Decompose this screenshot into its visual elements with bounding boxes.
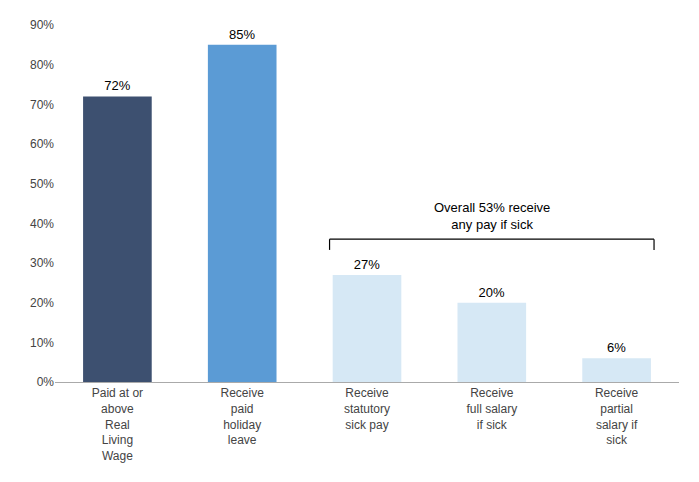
svg-text:90%: 90%: [30, 18, 54, 32]
svg-text:Receivefull salaryif sick: Receivefull salaryif sick: [466, 386, 517, 431]
svg-text:27%: 27%: [354, 257, 380, 272]
svg-text:80%: 80%: [30, 58, 54, 72]
svg-text:40%: 40%: [30, 217, 54, 231]
svg-text:20%: 20%: [479, 285, 505, 300]
svg-text:Receivepartialsalary ifsick: Receivepartialsalary ifsick: [595, 386, 639, 447]
svg-text:20%: 20%: [30, 296, 54, 310]
svg-text:Paid at oraboveRealLivingWage: Paid at oraboveRealLivingWage: [92, 386, 143, 462]
svg-text:72%: 72%: [104, 78, 130, 93]
svg-text:Receivestatutorysick pay: Receivestatutorysick pay: [344, 386, 390, 431]
svg-text:Receivepaidholidayleave: Receivepaidholidayleave: [221, 386, 265, 447]
svg-text:60%: 60%: [30, 137, 54, 151]
svg-text:70%: 70%: [30, 98, 54, 112]
svg-text:30%: 30%: [30, 256, 54, 270]
svg-text:0%: 0%: [37, 375, 55, 389]
svg-text:Overall 53% receiveany pay if: Overall 53% receiveany pay if sick: [434, 200, 550, 232]
svg-text:10%: 10%: [30, 336, 54, 350]
svg-text:6%: 6%: [607, 340, 626, 355]
svg-text:50%: 50%: [30, 177, 54, 191]
svg-text:85%: 85%: [229, 27, 255, 42]
